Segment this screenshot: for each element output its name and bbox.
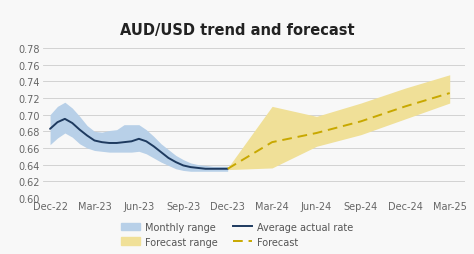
Text: AUD/USD trend and forecast: AUD/USD trend and forecast xyxy=(120,23,354,38)
Legend: Monthly range, Forecast range, Average actual rate, Forecast: Monthly range, Forecast range, Average a… xyxy=(121,222,353,247)
